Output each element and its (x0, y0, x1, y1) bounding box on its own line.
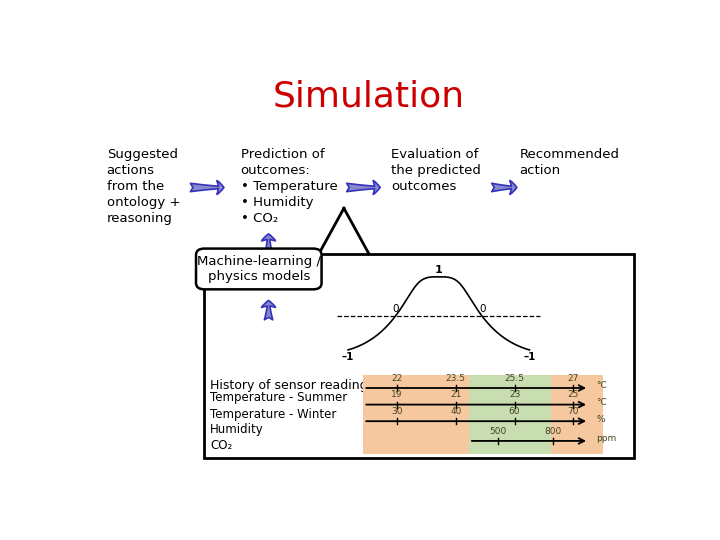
Text: Recommended
action: Recommended action (520, 148, 620, 177)
Text: 800: 800 (544, 427, 562, 436)
Text: 0: 0 (392, 303, 398, 314)
Text: 23.5: 23.5 (446, 374, 466, 383)
Text: °C: °C (596, 398, 607, 407)
Text: 70: 70 (567, 407, 579, 416)
Text: 500: 500 (489, 427, 506, 436)
Text: 21: 21 (450, 390, 462, 399)
Text: –1: –1 (523, 352, 536, 362)
Text: 1: 1 (435, 265, 443, 275)
Text: 25: 25 (567, 390, 579, 399)
Text: 60: 60 (509, 407, 521, 416)
Text: °C: °C (596, 381, 607, 390)
Text: 0: 0 (479, 303, 485, 314)
Text: CO₂: CO₂ (210, 439, 233, 452)
Text: Simulation: Simulation (273, 79, 465, 113)
Text: Suggested
actions
from the
ontology +
reasoning: Suggested actions from the ontology + re… (107, 148, 180, 225)
Text: Machine-learning /
physics models: Machine-learning / physics models (197, 255, 321, 283)
Text: 30: 30 (391, 407, 402, 416)
Bar (469, 375, 551, 454)
Text: 23: 23 (509, 390, 521, 399)
Text: 22: 22 (392, 374, 402, 383)
FancyBboxPatch shape (196, 248, 322, 289)
Text: Temperature - Summer: Temperature - Summer (210, 391, 347, 404)
Text: 27: 27 (567, 374, 579, 383)
Text: History of sensor readings: History of sensor readings (210, 379, 374, 392)
Text: Evaluation of
the predicted
outcomes: Evaluation of the predicted outcomes (392, 148, 481, 193)
Text: 19: 19 (391, 390, 402, 399)
Text: ppm: ppm (596, 434, 616, 443)
Text: –1: –1 (342, 352, 354, 362)
Text: Humidity: Humidity (210, 423, 264, 436)
Text: 25.5: 25.5 (505, 374, 525, 383)
Bar (364, 375, 469, 454)
Text: Prediction of
outcomes:
• Temperature
• Humidity
• CO₂: Prediction of outcomes: • Temperature • … (240, 148, 338, 225)
Bar (204, 254, 634, 458)
Bar (551, 375, 603, 454)
Text: %: % (596, 415, 605, 423)
Text: Temperature - Winter: Temperature - Winter (210, 408, 336, 421)
Text: 40: 40 (450, 407, 462, 416)
